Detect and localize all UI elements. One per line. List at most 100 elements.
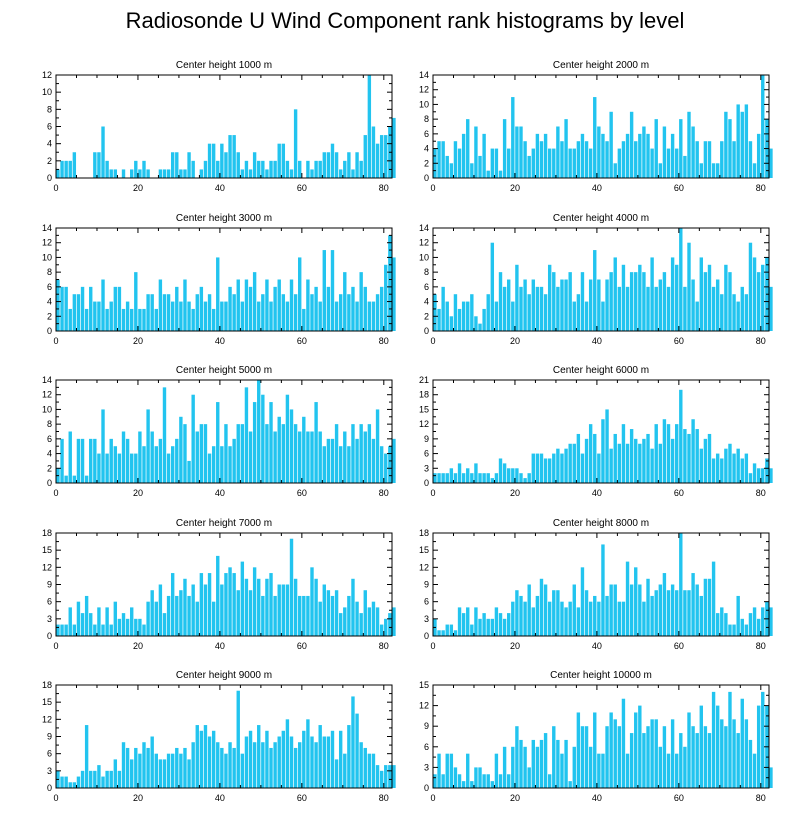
y-tick-label: 10 [42,252,52,262]
histogram-bar [445,301,449,331]
histogram-bar [306,595,310,636]
histogram-bar [461,781,466,788]
histogram-bar [146,409,150,483]
histogram-bar [76,438,81,483]
y-tick-label: 18 [419,390,429,400]
histogram-bar [363,590,367,636]
histogram-bar [355,438,359,483]
histogram-bar [642,126,646,178]
y-tick-label: 8 [47,104,52,114]
histogram-bar [625,753,630,788]
histogram-bar [490,148,495,178]
histogram-bar [101,409,105,483]
histogram-bar [318,725,322,788]
histogram-bar [232,438,236,483]
histogram-bar [556,739,560,788]
histogram-bar [109,438,113,483]
histogram-bar [158,759,163,788]
histogram-bar [363,431,367,483]
histogram-bar [543,294,548,331]
histogram-bar [60,438,64,483]
histogram-bar [539,286,544,331]
histogram-bar [679,533,683,636]
histogram-bar [597,753,601,788]
histogram-bar [154,601,158,636]
x-tick-label: 80 [756,336,766,346]
y-tick-label: 12 [419,562,429,572]
histogram-bar [351,424,355,483]
histogram-bar [683,590,687,636]
y-tick-label: 0 [47,478,52,488]
histogram-bar [564,119,568,178]
histogram-bar [146,169,150,178]
histogram-bar [334,152,339,178]
histogram-bar [580,567,585,636]
histogram-bar [179,416,183,483]
histogram-bar [240,301,245,331]
histogram-bar [191,742,195,788]
histogram-bar [89,613,93,636]
histogram-bar [625,286,630,331]
histogram-bar [347,294,351,331]
histogram-bar [482,308,486,331]
histogram-bar [588,148,593,178]
histogram-bar [314,742,318,788]
y-tick-label: 6 [424,282,429,292]
histogram-bar [113,601,118,636]
histogram-bar [351,696,355,788]
histogram-bar [539,453,544,483]
histogram-bar [736,595,740,636]
histogram-bar [601,419,605,483]
y-tick-label: 14 [42,375,52,385]
histogram-bar [658,279,663,331]
histogram-bar [318,431,322,483]
histogram-bar [511,746,515,788]
histogram-bar [658,163,663,178]
histogram-bar [285,394,290,483]
histogram-bar [347,446,351,483]
histogram-bar [683,155,687,178]
histogram-bar [687,433,691,483]
histogram-bar [310,431,314,483]
histogram-bar [724,448,728,483]
histogram-bar [507,774,511,788]
x-tick-label: 80 [756,488,766,498]
histogram-bar [675,148,679,178]
histogram-bar [64,286,68,331]
histogram-bar [662,272,667,331]
histogram-bar [482,473,486,483]
histogram-bar [666,753,671,788]
histogram-bar [752,163,757,178]
histogram-bar [158,169,163,178]
histogram-bar [507,613,511,636]
x-tick-label: 60 [674,488,684,498]
histogram-bar [547,148,552,178]
histogram-bar [97,765,101,788]
histogram-bar [547,774,552,788]
histogram-bar [490,242,495,331]
histogram-bar [228,286,232,331]
histogram-bar [699,163,703,178]
histogram-bar [646,578,650,636]
y-tick-label: 6 [47,122,52,132]
histogram-bar [130,607,134,636]
histogram-bar [695,584,699,636]
histogram-bar [740,458,744,483]
histogram-bar [109,169,113,178]
histogram-bar [273,160,277,178]
histogram-bar [199,573,204,636]
histogram-bar [675,590,679,636]
histogram-bar [166,453,171,483]
histogram-bar [371,438,376,483]
histogram-bar [359,272,363,331]
y-tick-label: 2 [424,158,429,168]
histogram-bar [650,595,654,636]
histogram-bar [543,584,548,636]
histogram-bar [343,607,347,636]
histogram-bar [740,111,744,178]
x-tick-label: 40 [215,641,225,651]
histogram-bar [252,742,257,788]
histogram-bar [650,719,654,788]
histogram-bar [502,286,507,331]
histogram-bar [642,272,646,331]
